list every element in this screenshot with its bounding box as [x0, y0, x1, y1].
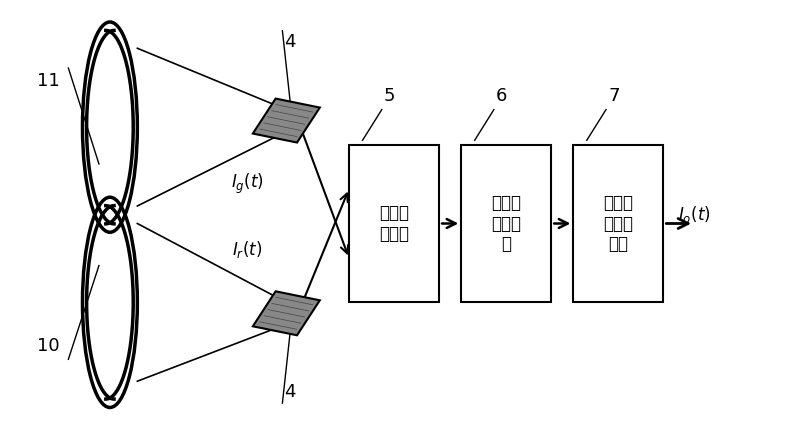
Text: 4: 4: [285, 383, 296, 401]
Text: 信号放
大模块: 信号放 大模块: [379, 204, 409, 243]
Text: 7: 7: [608, 88, 619, 105]
Text: 10: 10: [38, 337, 60, 355]
Text: 4: 4: [285, 33, 296, 51]
Text: 6: 6: [496, 88, 507, 105]
Bar: [461, 145, 551, 302]
Bar: [253, 99, 320, 143]
Bar: [349, 145, 439, 302]
Text: $I_g(t)$: $I_g(t)$: [230, 172, 263, 196]
Bar: [574, 145, 663, 302]
Text: 5: 5: [384, 88, 395, 105]
Text: $I_r(t)$: $I_r(t)$: [232, 239, 262, 260]
Text: 分集合
并算法
模块: 分集合 并算法 模块: [603, 194, 634, 253]
Text: $I_o(t)$: $I_o(t)$: [678, 204, 711, 225]
Bar: [253, 291, 320, 335]
Text: 均衡和
判决模
块: 均衡和 判决模 块: [491, 194, 522, 253]
Text: 11: 11: [38, 72, 60, 90]
